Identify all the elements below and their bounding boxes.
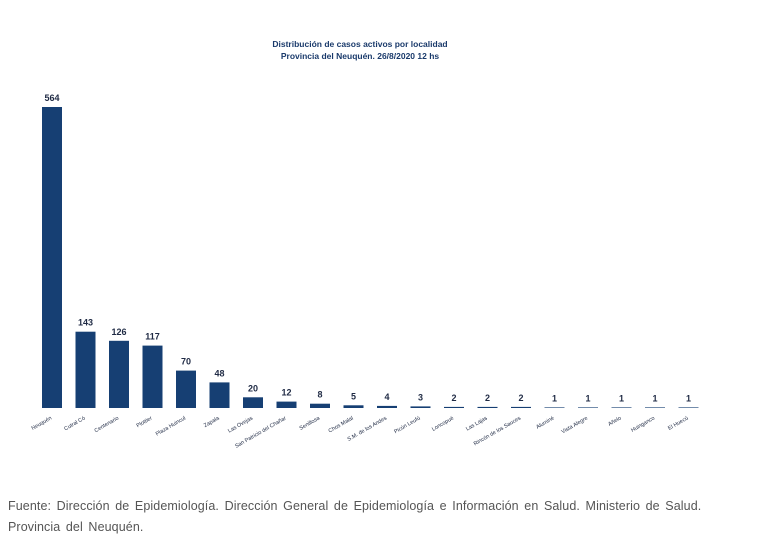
bar-19 — [645, 407, 665, 408]
chart-title-block: Distribución de casos activos por locali… — [0, 38, 720, 62]
bar-9 — [310, 403, 330, 408]
bar-value-label-5: 70 — [181, 357, 191, 367]
x-tick-label-19: Huinganco — [630, 416, 656, 434]
bar-10 — [343, 405, 364, 408]
bar-value-label-16: 1 — [552, 393, 557, 403]
bars-layer — [42, 107, 699, 408]
bar-14 — [477, 406, 498, 408]
chart-subtitle: Provincia del Neuquén. 26/8/2020 12 hs — [280, 51, 440, 61]
x-tick-label-17: Vista Alegre — [561, 416, 589, 436]
bar-12 — [410, 406, 431, 408]
bar-value-label-7: 20 — [248, 383, 258, 393]
bar-value-label-3: 126 — [111, 327, 126, 337]
value-labels-layer: 564 143 126 117 70 48 20 12 8 5 4 3 2 2 2 1 1 1 1 1 — [44, 93, 691, 403]
x-tick-label-20: El Huecú — [667, 416, 689, 432]
bar-11 — [377, 405, 397, 408]
bar-2 — [75, 331, 96, 408]
bar-15 — [511, 406, 531, 408]
x-tick-label-5: Plaza Huincul — [155, 416, 187, 438]
x-tick-label-6: Zapala — [203, 415, 221, 429]
bar-value-label-18: 1 — [619, 393, 624, 403]
bar-7 — [243, 397, 263, 408]
bar-value-label-17: 1 — [585, 393, 590, 403]
bar-18 — [611, 407, 632, 408]
x-tick-label-4: Plottier — [136, 415, 154, 429]
bar-5 — [176, 370, 196, 408]
bar-chart: 564 143 126 117 70 48 20 12 8 5 4 3 2 2 2 1 1 1 1 1 Neuquén… — [31, 93, 699, 450]
bar-value-label-2: 143 — [78, 318, 93, 328]
bar-value-label-19: 1 — [652, 393, 657, 403]
bar-value-label-4: 117 — [145, 332, 160, 342]
x-tick-label-18: Añelo — [607, 416, 622, 428]
bar-value-label-11: 4 — [384, 392, 389, 402]
bar-4 — [142, 345, 163, 408]
bar-8 — [276, 401, 297, 408]
x-tick-label-2: Cutral Có — [63, 416, 86, 433]
bar-value-label-9: 8 — [317, 390, 322, 400]
x-tick-label-13: Loncopué — [431, 416, 455, 433]
bar-17 — [578, 407, 598, 408]
bar-3 — [109, 340, 129, 408]
x-tick-label-7: Las Ovejas — [227, 415, 254, 434]
x-tick-label-16: Aluminé — [535, 416, 555, 431]
bar-value-label-13: 2 — [451, 393, 456, 403]
source-note: Fuente: Dirección de Epidemiología. Dire… — [8, 499, 702, 534]
bar-value-label-14: 2 — [485, 393, 490, 403]
bar-value-label-10: 5 — [351, 391, 356, 401]
bar-value-label-1: 564 — [44, 93, 59, 103]
bar-13 — [444, 406, 464, 408]
bar-20 — [678, 407, 699, 408]
x-tick-label-10: Chos Malal — [328, 416, 355, 435]
x-tick-label-14: Las Lajas — [465, 415, 489, 432]
x-tick-label-1: Neuquén — [31, 416, 53, 432]
bar-value-label-20: 1 — [686, 393, 691, 403]
bar-1 — [42, 107, 62, 408]
x-tick-labels-layer: Neuquén Cutral Có Centenario Plottier Plaza … — [31, 415, 690, 450]
x-tick-label-9: Senillosa — [299, 415, 322, 432]
bar-value-label-15: 2 — [518, 393, 523, 403]
x-tick-label-3: Centenario — [94, 416, 120, 435]
bar-value-label-6: 48 — [214, 368, 224, 378]
bar-16 — [544, 407, 565, 408]
chart-title: Distribución de casos activos por locali… — [272, 39, 448, 49]
bar-value-label-12: 3 — [418, 392, 423, 402]
bar-6 — [209, 382, 230, 408]
x-tick-label-12: Picún Leufú — [393, 416, 421, 436]
bar-value-label-8: 12 — [281, 388, 291, 398]
